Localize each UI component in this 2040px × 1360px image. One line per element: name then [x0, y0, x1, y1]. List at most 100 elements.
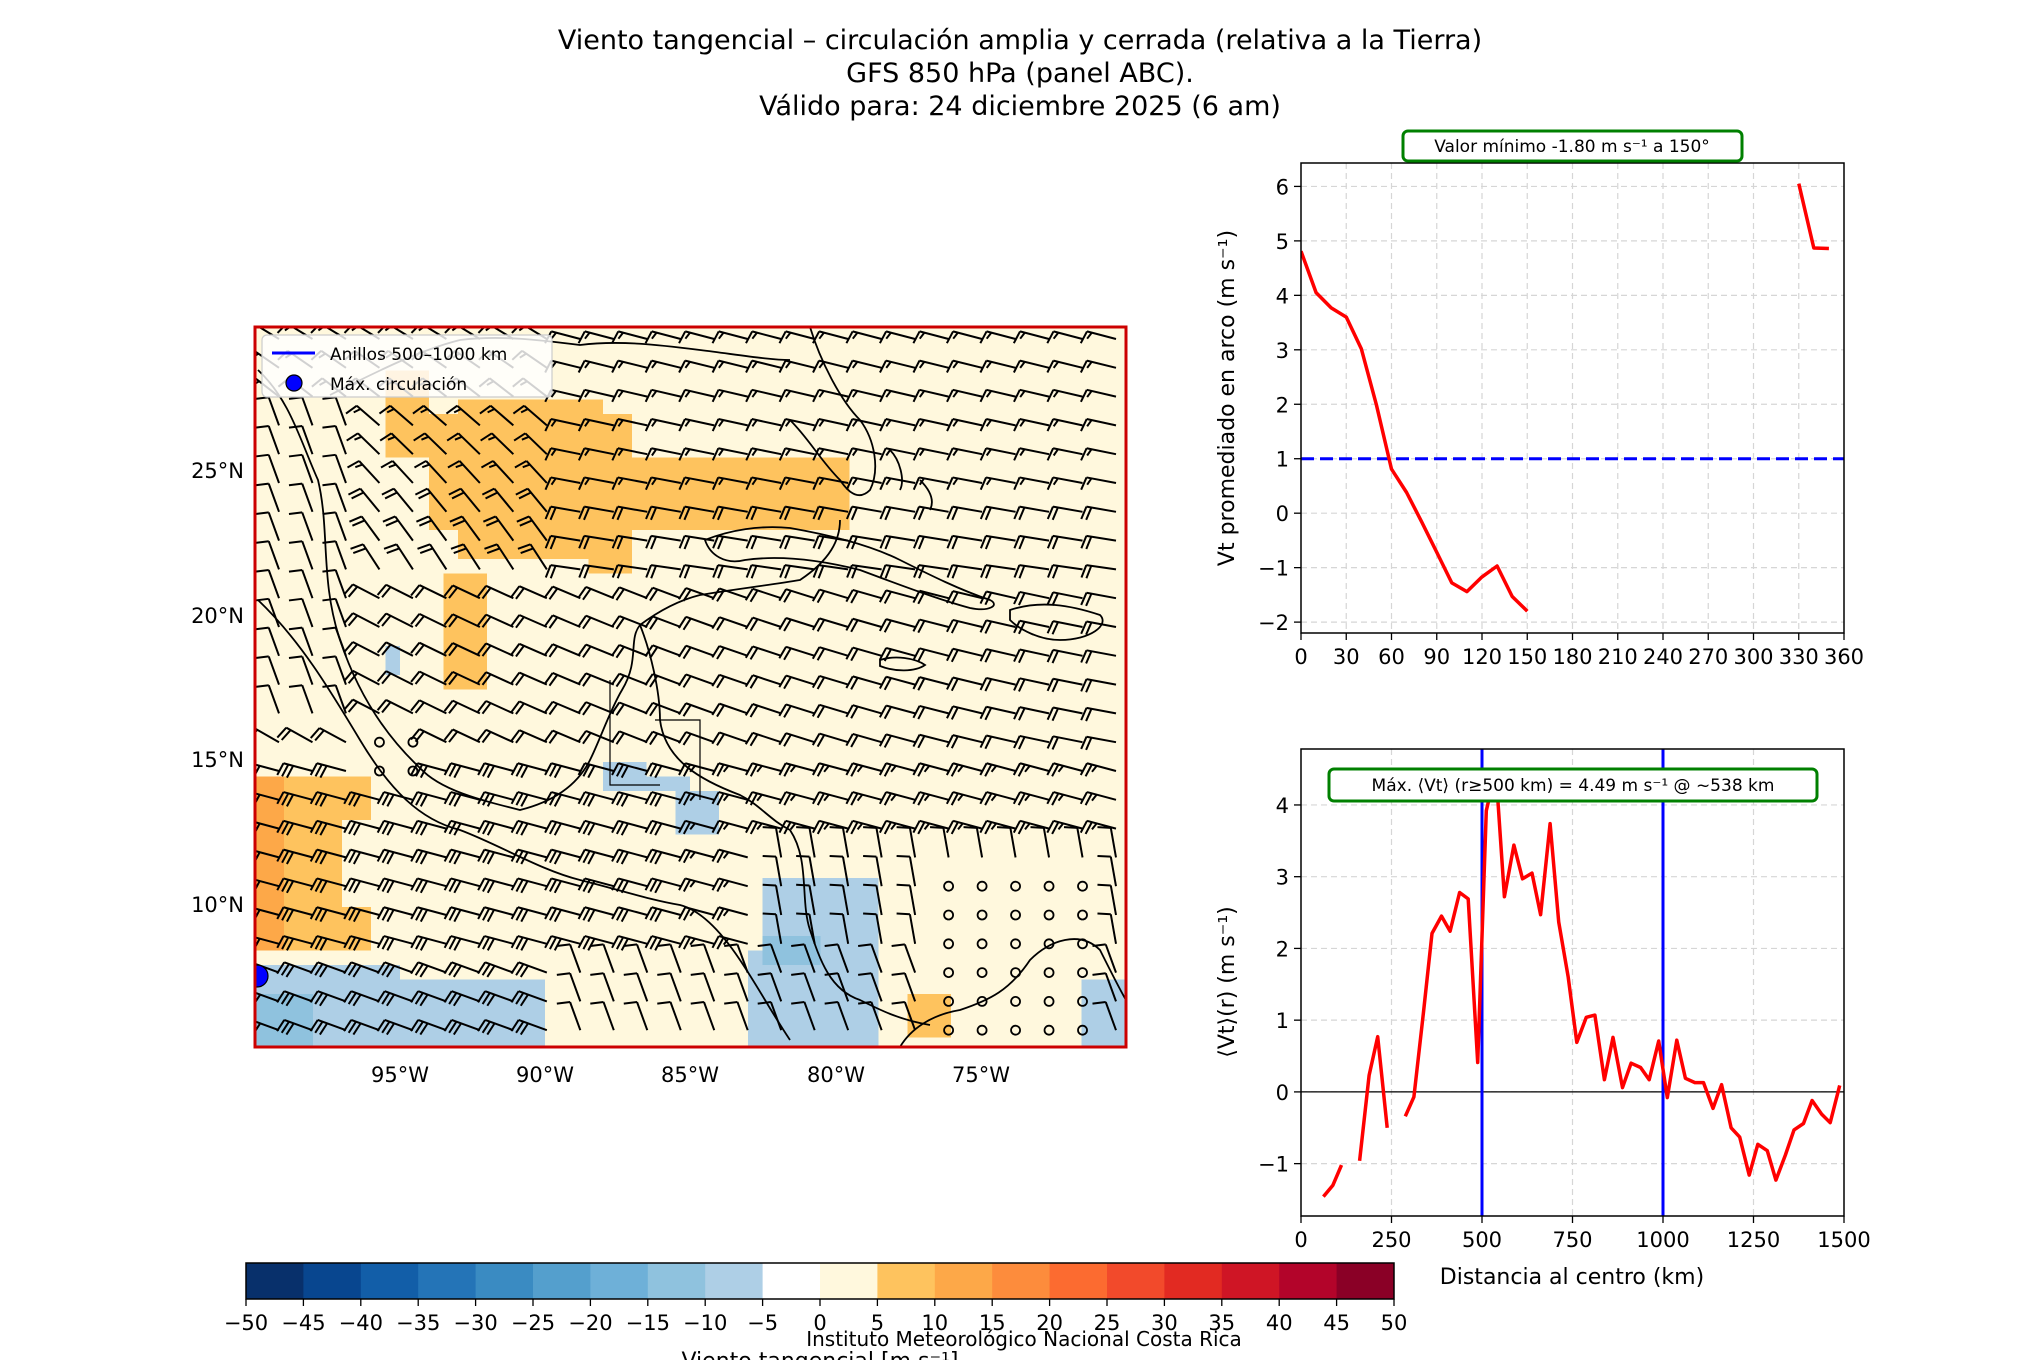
x-tick-label: 120 — [1462, 645, 1502, 669]
x-tick-label: 60 — [1378, 645, 1405, 669]
colorbar-segment — [590, 1263, 649, 1299]
x-tick-label: 0 — [1294, 645, 1307, 669]
arc-average-chart: 0 30 60 90 120 150 180 210 240 270 300 330 360 −2 −1 0 1… — [1215, 129, 1864, 669]
x-tick-label: 240 — [1643, 645, 1683, 669]
x-tick-label: 360 — [1824, 645, 1864, 669]
colorbar-label: Viento tangencial [m s⁻¹] — [681, 1349, 958, 1360]
coastline-cuba — [703, 526, 995, 611]
y-tick-label: 4 — [1276, 284, 1289, 308]
colorbar-tick-label: −45 — [281, 1311, 325, 1335]
series-line-segment — [1357, 1034, 1389, 1161]
series-line-segment — [1797, 183, 1829, 251]
x-tick-label: 500 — [1462, 1228, 1502, 1252]
map-lon-ticks: 95°W 90°W 85°W 80°W 75°W — [371, 1063, 1010, 1087]
colorbar-segment — [992, 1263, 1051, 1299]
border-belize-guatemala — [609, 680, 701, 800]
y-tick-label: 5 — [1276, 230, 1289, 254]
colorbar-tick-label: 5 — [871, 1311, 884, 1335]
coastline-florida — [789, 327, 877, 497]
colorbar-tick-label: −15 — [626, 1311, 670, 1335]
y-tick-label: 1 — [1276, 1009, 1289, 1033]
colorbar-segment — [820, 1263, 878, 1299]
legend-label-max-circulation: Máx. circulación — [330, 375, 467, 395]
lat-tick-label: 10°N — [191, 893, 244, 917]
lon-tick-label: 85°W — [661, 1063, 719, 1087]
x-tick-label: 210 — [1598, 645, 1638, 669]
x-tick-label: 150 — [1507, 645, 1547, 669]
colorbar-segment — [705, 1263, 764, 1299]
map-panel: Anillos 500–1000 km Máx. circulación 95°… — [191, 325, 1128, 1087]
radial-profile-chart: 0 250 500 750 1000 1250 1500 −1 0 1 2 3 4 ⟨Vt⟩(r) (m… — [1215, 748, 1871, 1290]
legend-label-rings: Anillos 500–1000 km — [330, 345, 507, 365]
map-lat-ticks: 25°N 20°N 15°N 10°N — [191, 459, 244, 917]
colorbar-tick-label: 20 — [1036, 1311, 1063, 1335]
x-tick-label: 750 — [1552, 1228, 1592, 1252]
colorbar-tick-label: 10 — [921, 1311, 948, 1335]
arc-chart-ylabel: Vt promediado en arco (m s⁻¹) — [1215, 230, 1240, 566]
arc-annotation-text: Valor mínimo -1.80 m s⁻¹ a 150° — [1434, 137, 1710, 157]
y-tick-label: 0 — [1276, 502, 1289, 526]
figure-title-line-2: GFS 850 hPa (panel ABC). — [846, 58, 1194, 89]
x-tick-label: 1250 — [1727, 1228, 1780, 1252]
colorbar-tick-label: −20 — [568, 1311, 612, 1335]
colorbar-segment — [762, 1263, 821, 1299]
colorbar-tick-label: 0 — [813, 1311, 826, 1335]
colorbar-tick-label: 40 — [1266, 1311, 1293, 1335]
x-tick-label: 90 — [1423, 645, 1450, 669]
colorbar-segment — [360, 1263, 419, 1299]
colorbar-tick-label: −30 — [453, 1311, 497, 1335]
colorbar-tick-label: 25 — [1094, 1311, 1121, 1335]
radial-chart-ylabel: ⟨Vt⟩(r) (m s⁻¹) — [1215, 906, 1240, 1058]
colorbar-tick-label: −50 — [224, 1311, 268, 1335]
colorbar-tick-label: 45 — [1323, 1311, 1350, 1335]
colorbar-tick-label: −10 — [683, 1311, 727, 1335]
x-tick-label: 1500 — [1817, 1228, 1870, 1252]
lon-tick-label: 80°W — [807, 1063, 865, 1087]
colorbar-segment — [303, 1263, 362, 1299]
series-line-segment — [1301, 250, 1529, 613]
colorbar-tick-label: 50 — [1381, 1311, 1408, 1335]
lon-tick-label: 90°W — [516, 1063, 574, 1087]
y-tick-label: −1 — [1258, 1153, 1289, 1177]
y-tick-label: −1 — [1258, 557, 1289, 581]
x-tick-label: 30 — [1333, 645, 1360, 669]
colorbar-segment — [877, 1263, 936, 1299]
figure-title-line-3: Válido para: 24 diciembre 2025 (6 am) — [759, 91, 1281, 122]
lat-tick-label: 25°N — [191, 459, 244, 483]
footer-credit: Instituto Meteorológico Nacional Costa R… — [806, 1327, 1242, 1351]
colorbar-segment — [418, 1263, 477, 1299]
radial-annotation-box — [1327, 767, 1819, 803]
lon-tick-label: 95°W — [371, 1063, 429, 1087]
y-tick-label: 2 — [1276, 937, 1289, 961]
y-tick-label: 3 — [1276, 339, 1289, 363]
y-tick-label: 4 — [1276, 794, 1289, 818]
radial-chart-xlabel: Distancia al centro (km) — [1440, 1265, 1704, 1290]
lon-tick-label: 75°W — [952, 1063, 1010, 1087]
lat-tick-label: 20°N — [191, 604, 244, 628]
map-wind-barbs — [255, 327, 1117, 1036]
colorbar-tick-label: −40 — [339, 1311, 383, 1335]
legend-box — [261, 334, 553, 398]
colorbar-segment — [647, 1263, 706, 1299]
colorbar-segment — [1221, 1263, 1280, 1299]
arc-annotation-box — [1401, 129, 1744, 163]
map-legend: Anillos 500–1000 km Máx. circulación — [261, 334, 553, 398]
series-line-segment — [1403, 768, 1842, 1182]
figure-title-line-1: Viento tangencial – circulación amplia y… — [557, 25, 1483, 56]
lat-tick-label: 15°N — [191, 748, 244, 772]
colorbar-tick-label: 35 — [1208, 1311, 1235, 1335]
radial-annotation-text: Máx. ⟨Vt⟩ (r≥500 km) = 4.49 m s⁻¹ @ ~538… — [1372, 776, 1775, 796]
colorbar-tick-label: −35 — [396, 1311, 440, 1335]
colorbar-tick-label: 30 — [1151, 1311, 1178, 1335]
y-tick-label: −2 — [1258, 611, 1289, 635]
colorbar-segment — [1336, 1263, 1395, 1299]
colorbar-segment — [934, 1263, 993, 1299]
y-tick-label: 1 — [1276, 448, 1289, 472]
x-tick-label: 0 — [1294, 1228, 1307, 1252]
coastline-jamaica — [879, 656, 927, 672]
x-tick-label: 300 — [1733, 645, 1773, 669]
max-circulation-marker — [255, 964, 269, 988]
y-tick-label: 2 — [1276, 393, 1289, 417]
map-frame — [253, 325, 1128, 1049]
